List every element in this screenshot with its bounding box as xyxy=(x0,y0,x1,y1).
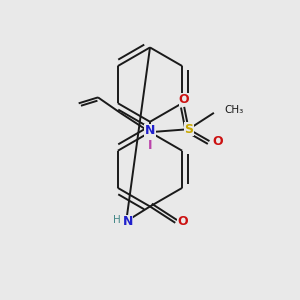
Text: I: I xyxy=(148,139,152,152)
Text: CH₃: CH₃ xyxy=(224,106,244,116)
Text: S: S xyxy=(184,123,193,136)
Text: O: O xyxy=(177,215,188,228)
Text: N: N xyxy=(122,215,133,228)
Text: O: O xyxy=(212,135,223,148)
Text: O: O xyxy=(179,93,190,106)
Text: N: N xyxy=(145,124,155,137)
Text: H: H xyxy=(113,215,121,225)
